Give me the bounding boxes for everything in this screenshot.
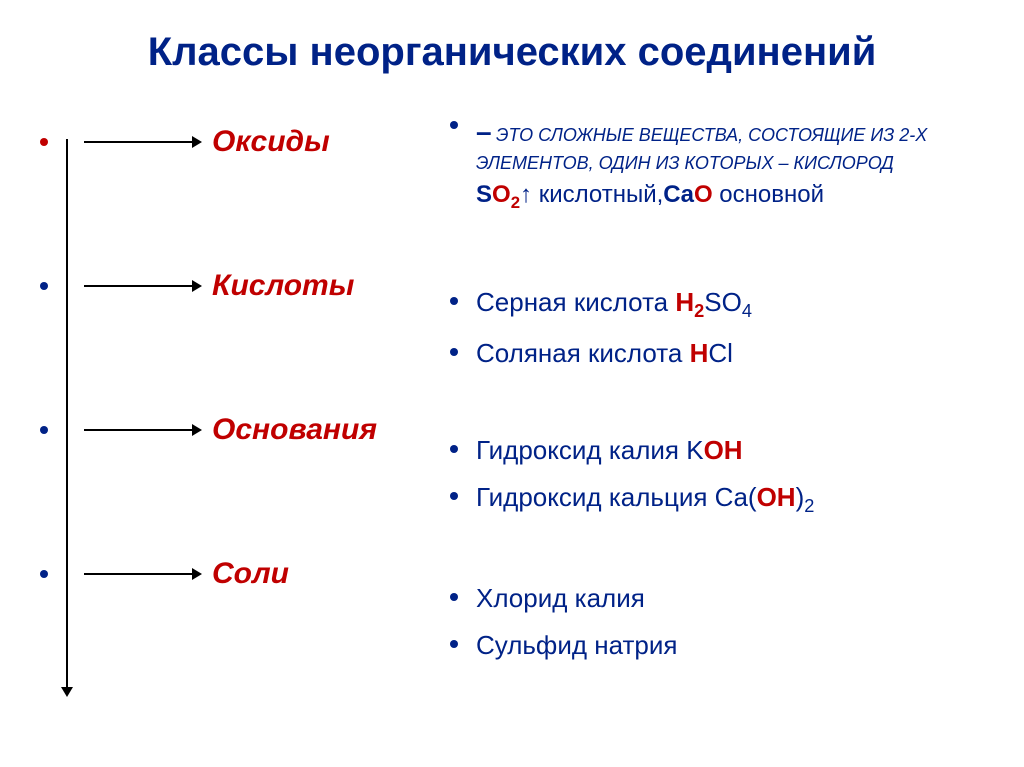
item-text: Серная кислота: [476, 287, 675, 317]
arrow-right-icon: [84, 429, 194, 431]
formula-prefix: Ca(: [715, 482, 757, 512]
formula-subscript: 4: [742, 301, 752, 321]
formula-highlight: O: [492, 181, 511, 208]
class-item-oxides: Оксиды: [40, 125, 430, 159]
group-bases: Гидроксид калия KOH Гидроксид кальция Ca…: [450, 433, 984, 519]
bullet-icon: [40, 138, 48, 146]
group-acids: Серная кислота H2SO4 Соляная кислота HCl: [450, 285, 984, 371]
formula-text: Cl: [708, 338, 733, 368]
bullet-icon: [40, 426, 48, 434]
item-text: Соляная кислота: [476, 338, 690, 368]
formula-text: кислотный,: [532, 181, 663, 208]
class-item-bases: Основания: [40, 413, 430, 447]
acid-item: Соляная кислота HCl: [450, 336, 984, 371]
class-label: Оксиды: [212, 125, 330, 159]
arrow-right-icon: [84, 285, 194, 287]
item-text: Хлорид калия: [476, 583, 645, 613]
formula-highlight: O: [694, 181, 713, 208]
bullet-icon: [450, 121, 458, 129]
formula-highlight: H: [690, 338, 709, 368]
class-label: Кислоты: [212, 269, 354, 303]
formula-text: ): [796, 482, 805, 512]
formula-highlight: H: [675, 287, 694, 317]
definition-block: – ЭТО СЛОЖНЫЕ ВЕЩЕСТВА, СОСТОЯЩИЕ ИЗ 2-Х…: [450, 113, 984, 215]
vertical-arrow: [66, 139, 68, 689]
bullet-icon: [450, 492, 458, 500]
bullet-icon: [40, 570, 48, 578]
class-label: Основания: [212, 413, 377, 447]
class-item-salts: Соли: [40, 557, 430, 591]
formula-line: SO2↑ кислотный,CaO основной: [476, 179, 984, 214]
right-column: – ЭТО СЛОЖНЫЕ ВЕЩЕСТВА, СОСТОЯЩИЕ ИЗ 2-Х…: [450, 105, 984, 675]
up-arrow-icon: ↑: [520, 181, 532, 208]
base-item: Гидроксид кальция Ca(OH)2: [450, 480, 984, 519]
acid-item: Серная кислота H2SO4: [450, 285, 984, 324]
formula-prefix: S: [476, 181, 492, 208]
bullet-icon: [450, 593, 458, 601]
content-columns: Оксиды Кислоты Основания Соли – ЭТО СЛОЖ…: [40, 105, 984, 675]
class-label: Соли: [212, 557, 289, 591]
arrow-right-icon: [84, 141, 194, 143]
bullet-icon: [450, 445, 458, 453]
base-item: Гидроксид калия KOH: [450, 433, 984, 468]
definition-text: ЭТО СЛОЖНЫЕ ВЕЩЕСТВА, СОСТОЯЩИЕ ИЗ 2-Х Э…: [476, 125, 927, 173]
item-text: Гидроксид кальция: [476, 482, 715, 512]
page-title: Классы неорганических соединений: [40, 30, 984, 75]
item-text: Сульфид натрия: [476, 630, 677, 660]
item-text: Гидроксид калия: [476, 435, 686, 465]
formula-subscript: 2: [804, 496, 814, 516]
left-column: Оксиды Кислоты Основания Соли: [40, 105, 430, 675]
bullet-icon: [450, 640, 458, 648]
formula-text: SO: [704, 287, 742, 317]
formula-prefix: Ca: [663, 181, 694, 208]
salt-item: Сульфид натрия: [450, 628, 984, 663]
salt-item: Хлорид калия: [450, 581, 984, 616]
dash-icon: –: [476, 116, 492, 147]
class-item-acids: Кислоты: [40, 269, 430, 303]
formula-text: основной: [713, 181, 824, 208]
bullet-icon: [450, 348, 458, 356]
bullet-icon: [450, 297, 458, 305]
arrow-right-icon: [84, 573, 194, 575]
formula-highlight: OH: [757, 482, 796, 512]
group-salts: Хлорид калия Сульфид натрия: [450, 581, 984, 663]
formula-prefix: K: [686, 435, 703, 465]
bullet-icon: [40, 282, 48, 290]
formula-highlight: OH: [704, 435, 743, 465]
formula-subscript: 2: [694, 301, 704, 321]
formula-subscript: 2: [511, 193, 520, 212]
